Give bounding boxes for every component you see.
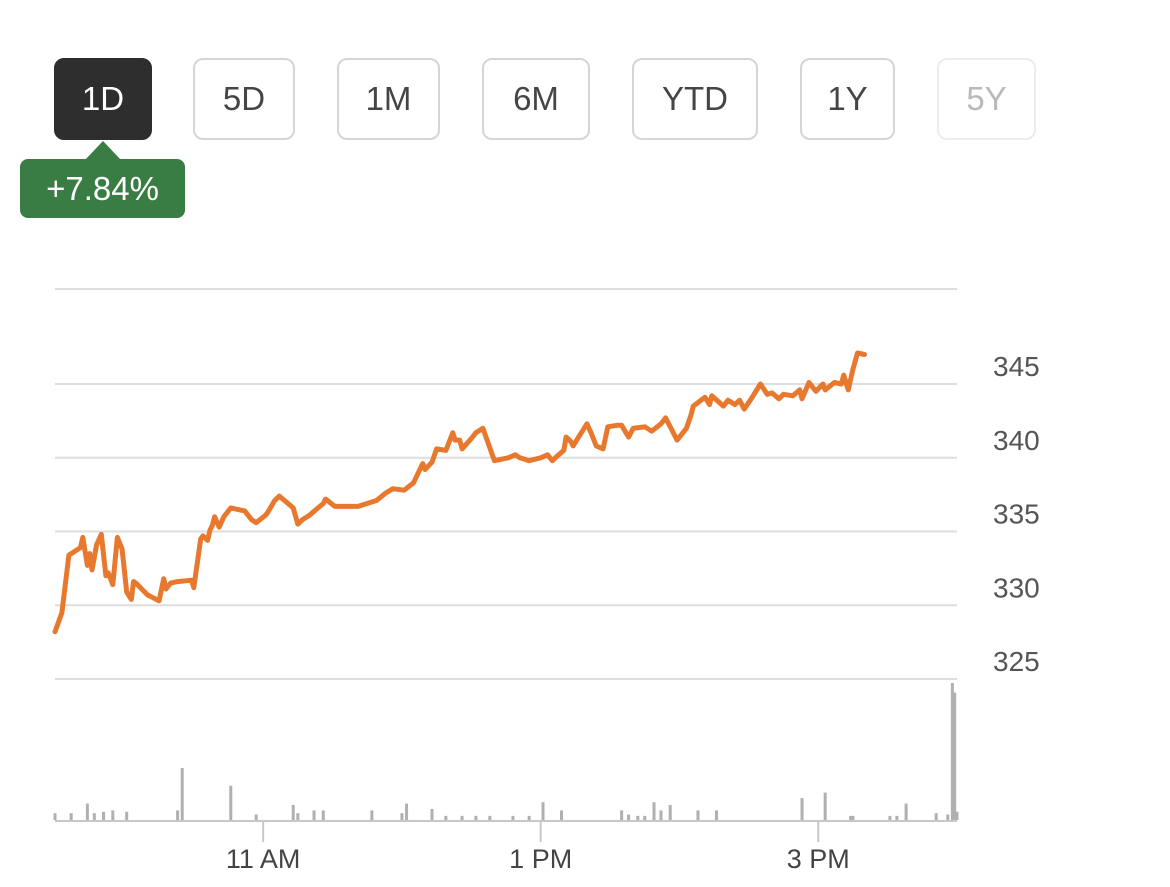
volume-bar (111, 810, 115, 820)
volume-bar (955, 811, 959, 820)
volume-bar (312, 810, 316, 820)
tab-5y: 5Y (937, 58, 1036, 140)
volume-bar (69, 813, 73, 820)
volume-bar (541, 802, 545, 820)
volume-bar (696, 810, 700, 820)
volume-bar (895, 815, 899, 820)
volume-bar (405, 803, 409, 820)
y-tick-label-330: 330 (993, 572, 1040, 603)
volume-bar (636, 815, 640, 820)
x-tick-label: 1 PM (509, 844, 572, 874)
volume-bar (851, 815, 855, 820)
price-line (52, 350, 867, 635)
tab-1d[interactable]: 1D (54, 58, 152, 140)
tab-6m[interactable]: 6M (482, 58, 590, 140)
volume-bar (643, 815, 647, 820)
volume-bar (946, 814, 950, 820)
volume-bar (823, 792, 827, 820)
volume-bar (652, 802, 656, 820)
badge-pointer (85, 141, 121, 160)
volume-bar (560, 810, 564, 820)
volume-bar (888, 815, 892, 820)
x-tick-label: 3 PM (787, 844, 850, 874)
volume-bar (620, 810, 624, 820)
volume-bar (659, 810, 663, 820)
volume-bar (92, 813, 96, 820)
percent-change-badge: +7.84% (20, 159, 185, 218)
range-tabs: 1D 5D 1M 6M YTD 1Y 5Y (0, 0, 1170, 150)
volume-bar (53, 813, 57, 820)
volume-bar (125, 811, 129, 820)
volume-bar (430, 809, 434, 820)
tab-ytd[interactable]: YTD (632, 58, 758, 140)
y-tick-label-335: 335 (993, 499, 1040, 530)
volume-bar (321, 810, 325, 820)
volume-bar (800, 798, 804, 820)
y-tick-label-325: 325 (993, 646, 1040, 677)
volume-bar (668, 804, 672, 820)
tab-5d[interactable]: 5D (193, 58, 295, 140)
volume-bar (400, 813, 404, 820)
volume-bar (229, 785, 233, 820)
volume-bar (849, 815, 853, 820)
volume-bar (527, 815, 531, 820)
volume-bar (102, 811, 106, 820)
volume-bar (296, 813, 300, 820)
volume-bar (460, 815, 464, 820)
volume-bar (904, 803, 908, 820)
y-tick-label-340: 340 (993, 425, 1040, 456)
volume-bar (953, 692, 957, 820)
volume-bar (254, 814, 258, 820)
volume-bar (627, 814, 631, 820)
volume-bar (176, 810, 180, 820)
volume-bar (511, 815, 515, 820)
volume-bar (291, 804, 295, 820)
volume-bar (934, 813, 938, 820)
volume-bar (950, 683, 954, 820)
tab-1y[interactable]: 1Y (800, 58, 895, 140)
volume-bar (474, 815, 478, 820)
tab-1m[interactable]: 1M (337, 58, 440, 140)
y-tick-label-345: 345 (993, 351, 1040, 382)
volume-bar (488, 815, 492, 820)
volume-bar (444, 815, 448, 820)
volume-bar (85, 803, 89, 820)
volume-bar (714, 810, 718, 820)
x-tick-label: 11 AM (226, 844, 301, 874)
volume-bar (180, 767, 184, 820)
volume-bar (370, 810, 374, 820)
